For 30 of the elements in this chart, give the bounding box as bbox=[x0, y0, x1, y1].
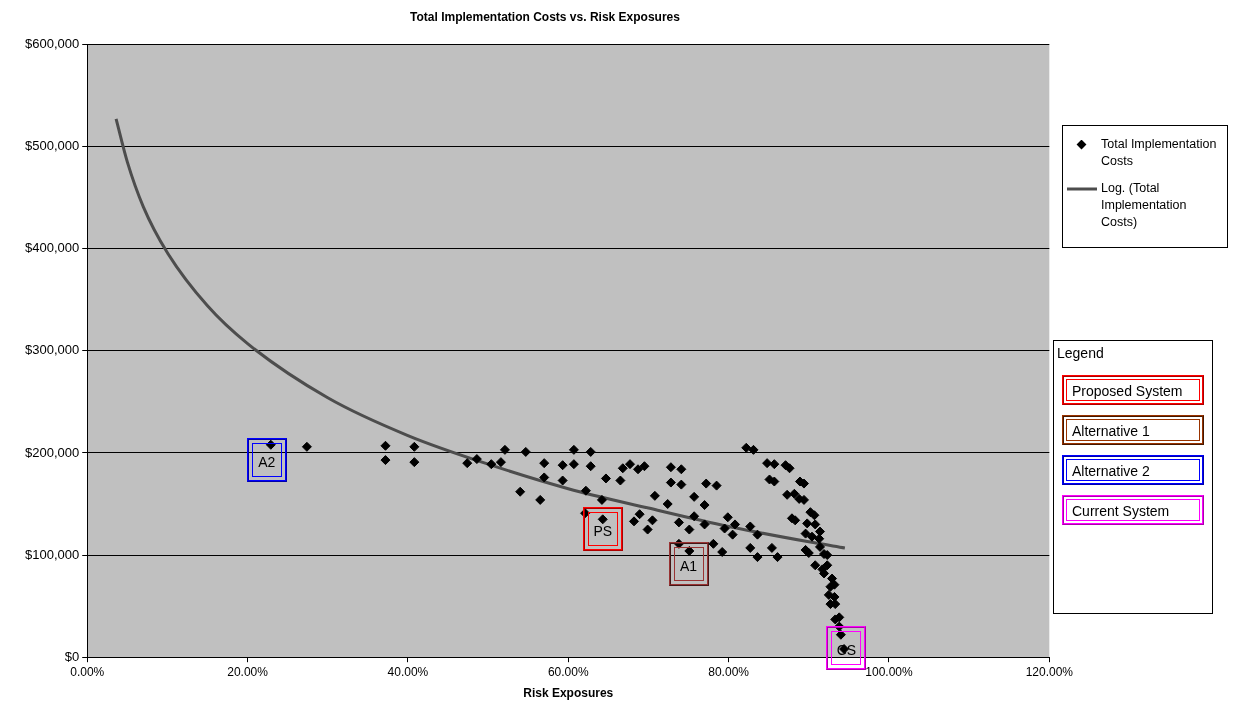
x-tick-label: 100.00% bbox=[865, 664, 913, 679]
legend-label: Total Implementation Costs bbox=[1101, 136, 1218, 170]
y-tick-label: $500,000 bbox=[24, 138, 80, 154]
y-tick-label: $300,000 bbox=[24, 342, 80, 358]
annotation: A1 bbox=[679, 558, 698, 575]
y-tick-label: $400,000 bbox=[24, 240, 80, 256]
framed-label: Proposed System bbox=[1062, 375, 1204, 405]
chart-title: Total Implementation Costs vs. Risk Exposures bbox=[410, 9, 681, 24]
annotation: PS bbox=[593, 522, 613, 539]
x-tick-label: 20.00% bbox=[227, 664, 269, 679]
x-tick-label: 80.00% bbox=[708, 664, 750, 679]
framed-label: A1 bbox=[668, 542, 709, 587]
x-tick-label: 120.00% bbox=[1025, 664, 1074, 679]
framed-label: Alternative 2 bbox=[1062, 455, 1204, 485]
x-tick-label: 40.00% bbox=[387, 664, 429, 679]
framed-label: Alternative 1 bbox=[1062, 415, 1204, 445]
x-tick-label: 60.00% bbox=[547, 664, 589, 679]
x-tick-label: 0.00% bbox=[70, 664, 105, 679]
y-tick-label: $0 bbox=[64, 648, 80, 664]
y-tick-label: $100,000 bbox=[24, 546, 80, 562]
annotation: A2 bbox=[258, 454, 276, 471]
line-series bbox=[114, 117, 847, 550]
y-tick-label: $600,000 bbox=[24, 35, 80, 51]
y-tick-label: $200,000 bbox=[24, 444, 80, 460]
framed-label: Current System bbox=[1062, 495, 1204, 525]
framed-label: PS bbox=[582, 506, 623, 551]
x-axis-title: Risk Exposures bbox=[523, 686, 614, 701]
framed-label: A2 bbox=[246, 438, 287, 483]
text: Legend bbox=[1056, 344, 1105, 363]
legend-label: Log. (Total Implementation Costs) bbox=[1101, 180, 1188, 231]
